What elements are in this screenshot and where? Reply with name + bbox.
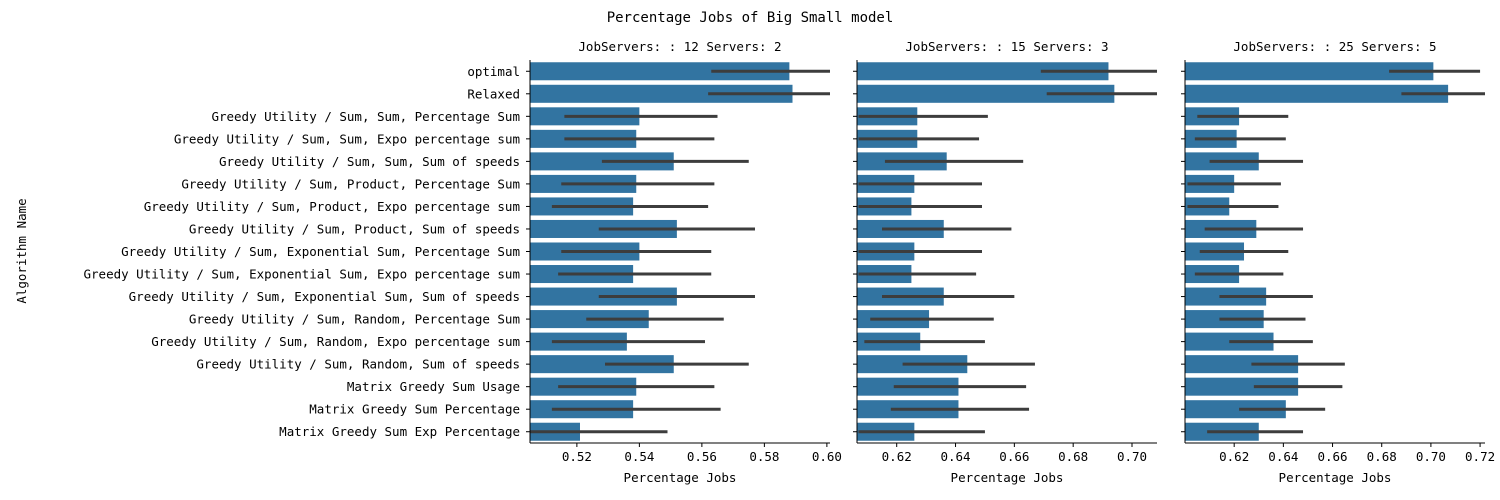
x-tick-label: 0.64: [1268, 449, 1298, 464]
x-axis-label: Percentage Jobs: [624, 470, 737, 485]
y-tick-label: Matrix Greedy Sum Exp Percentage: [279, 424, 520, 439]
y-tick-label: Greedy Utility / Sum, Sum, Expo percenta…: [174, 131, 520, 146]
x-tick-label: 0.68: [1058, 449, 1088, 464]
panel-title: JobServers: : 25 Servers: 5: [1233, 39, 1436, 54]
panel-title: JobServers: : 15 Servers: 3: [905, 39, 1108, 54]
y-tick-label: Relaxed: [467, 86, 520, 101]
y-tick-label: Greedy Utility / Sum, Sum, Sum of speeds: [219, 154, 520, 169]
bar: [1185, 377, 1299, 396]
y-tick-label: Matrix Greedy Sum Percentage: [309, 402, 520, 417]
x-tick-label: 0.66: [1317, 449, 1347, 464]
x-axis-label: Percentage Jobs: [1279, 470, 1392, 485]
x-tick-label: 0.68: [1367, 449, 1397, 464]
y-tick-label: Greedy Utility / Sum, Exponential Sum, S…: [129, 289, 520, 304]
y-tick-label: Matrix Greedy Sum Usage: [347, 379, 520, 394]
x-tick-label: 0.60: [812, 449, 842, 464]
x-axis-label: Percentage Jobs: [951, 470, 1064, 485]
panel-2: JobServers: : 15 Servers: 3 0.62 0.64 0.66 0…: [853, 39, 1157, 485]
bar: [1185, 400, 1286, 419]
x-tick-label: 0.58: [749, 449, 779, 464]
y-tick-label: Greedy Utility / Sum, Random, Sum of spe…: [196, 357, 520, 372]
panel-title: JobServers: : 12 Servers: 2: [578, 39, 781, 54]
x-tick-label: 0.62: [882, 449, 912, 464]
panel-3: JobServers: : 25 Servers: 5 0.62 0.64 0.66 0…: [1181, 39, 1495, 485]
panel-1: JobServers: : 12 Servers: 2 optimal Relaxe…: [84, 39, 842, 485]
y-tick-label: Greedy Utility / Sum, Random, Percentage…: [189, 312, 520, 327]
bar: [1185, 62, 1434, 81]
y-tick-label: optimal: [467, 64, 520, 79]
bar: [857, 62, 1109, 81]
x-tick-label: 0.66: [999, 449, 1029, 464]
y-tick-label: Greedy Utility / Sum, Sum, Percentage Su…: [211, 109, 520, 124]
y-tick-label: Greedy Utility / Sum, Product, Expo perc…: [144, 199, 520, 214]
x-tick-label: 0.70: [1117, 449, 1147, 464]
bar: [1185, 84, 1449, 103]
x-tick-label: 0.70: [1416, 449, 1446, 464]
x-tick-label: 0.56: [687, 449, 717, 464]
y-tick-label: Greedy Utility / Sum, Random, Expo perce…: [151, 334, 520, 349]
bar: [530, 84, 793, 103]
x-tick-label: 0.64: [940, 449, 970, 464]
x-tick-label: 0.54: [624, 449, 654, 464]
x-tick-label: 0.62: [1219, 449, 1249, 464]
bar: [530, 62, 790, 81]
y-tick-label: Greedy Utility / Sum, Product, Sum of sp…: [189, 221, 520, 236]
bar: [857, 84, 1115, 103]
bar: [530, 355, 674, 374]
x-tick-label: 0.52: [562, 449, 592, 464]
y-tick-label: Greedy Utility / Sum, Exponential Sum, E…: [84, 267, 521, 282]
chart-panels: JobServers: : 12 Servers: 2 optimal Relaxe…: [84, 39, 1496, 485]
x-tick-label: 0.72: [1465, 449, 1495, 464]
bar: [1185, 332, 1274, 351]
y-tick-label: Greedy Utility / Sum, Exponential Sum, P…: [121, 244, 520, 259]
y-tick-label: Greedy Utility / Sum, Product, Percentag…: [181, 176, 520, 191]
figure-title: Percentage Jobs of Big Small model: [607, 10, 894, 26]
bar: [1185, 355, 1299, 374]
y-axis-label: Algorithm Name: [14, 198, 29, 303]
